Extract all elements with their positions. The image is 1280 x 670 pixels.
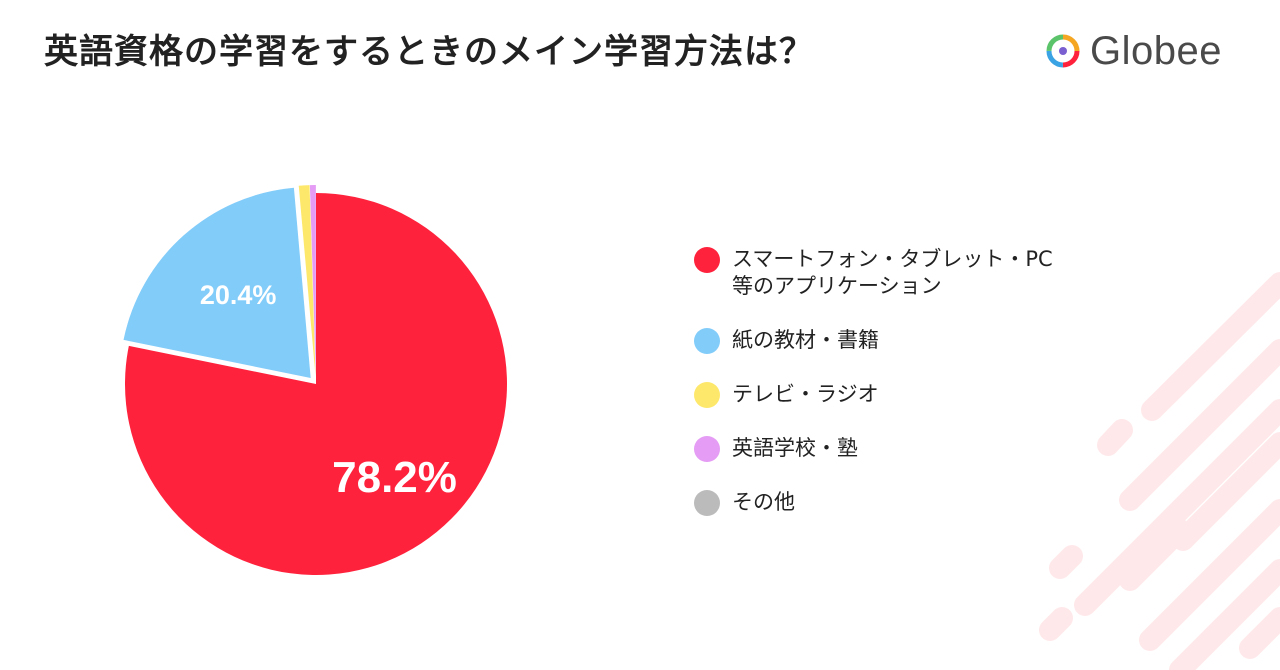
legend-swatch [694, 328, 720, 354]
page-title: 英語資格の学習をするときのメイン学習方法は？ [44, 32, 814, 72]
pie-chart: 78.2% 20.4% [123, 185, 508, 576]
legend-swatch [694, 436, 720, 462]
legend-label: 紙の教材・書籍 [732, 328, 879, 352]
chart-legend: スマートフォン・タブレット・PC 等のアプリケーション紙の教材・書籍 テレビ・ラジ… [694, 246, 1053, 543]
pie-slice [125, 193, 508, 576]
legend-swatch [694, 490, 720, 516]
pie-slice [123, 187, 311, 379]
brand-logo: Globee [1044, 26, 1222, 76]
legend-item: 英語学校・塾 [694, 435, 1053, 462]
legend-item: その他 [694, 489, 1053, 516]
globee-logo-icon [1046, 34, 1080, 68]
slice-value-label: 78.2% [332, 453, 457, 502]
legend-item: 紙の教材・書籍 [694, 327, 1053, 354]
legend-label: その他 [732, 490, 795, 514]
legend-label: テレビ・ラジオ [732, 382, 879, 406]
brand-name: Globee [1090, 28, 1222, 73]
slice-value-label: 20.4% [200, 280, 277, 310]
pie-slice [298, 185, 316, 377]
legend-swatch [694, 247, 720, 273]
legend-item: スマートフォン・タブレット・PC 等のアプリケーション [694, 246, 1053, 300]
legend-swatch [694, 382, 720, 408]
legend-label: 英語学校・塾 [732, 436, 858, 460]
legend-label: スマートフォン・タブレット・PC 等のアプリケーション [732, 247, 1053, 298]
legend-item: テレビ・ラジオ [694, 381, 1053, 408]
pie-slice [309, 185, 316, 377]
